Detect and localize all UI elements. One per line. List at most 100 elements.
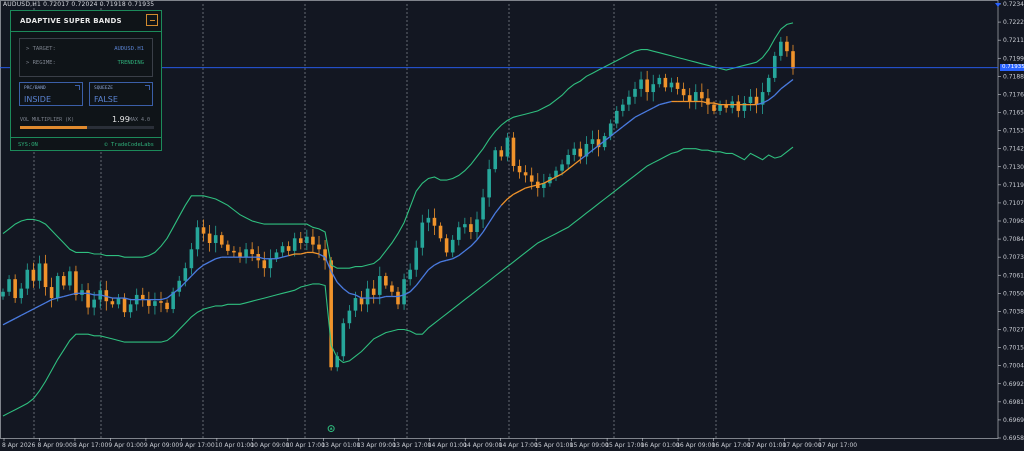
candle-body [669,82,674,88]
candle-body [444,238,449,253]
candle-body [560,164,564,171]
middle-band-segment [318,253,326,258]
adaptive-super-bands-panel: ADAPTIVE SUPER BANDS > TARGET: AUDUSD.H1… [10,10,162,151]
candle-body [171,291,175,310]
candle-body [584,143,589,157]
middle-band-segment [258,256,265,260]
candle-body [384,276,388,286]
middle-band-segment [427,264,435,271]
middle-band-segment [330,271,338,283]
minimize-button[interactable] [146,14,158,26]
regime-value: TRENDING [117,60,145,66]
candle-body [92,299,96,308]
candle-body [414,247,419,270]
brand-label: © TradeCodeLabs [104,142,154,148]
candle-body [365,288,370,305]
middle-band-segment [14,314,22,320]
candle-body [305,236,309,244]
candle-body [420,222,425,248]
candle-body [736,101,741,111]
candle-body [128,304,133,313]
candle-body [529,175,534,182]
y-tick-label: 0.69695 [1003,417,1024,424]
candle-body [61,276,66,286]
middle-band-segment [2,321,10,326]
candle-body [487,169,491,198]
middle-band-segment [282,254,289,258]
candle-body [675,82,680,89]
middle-band-segment [209,258,216,263]
candle-body [396,291,400,305]
candle-body [523,172,528,176]
middle-band-segment [178,281,186,290]
middle-band-segment [701,100,709,104]
candle-body [329,260,333,368]
vol-multiplier-label: VOL MULTIPLIER (K) [20,117,75,123]
y-tick-label: 0.69580 [1003,435,1024,442]
candle-body [645,79,649,93]
candle-body [335,356,340,368]
middle-band-segment [403,291,411,296]
candle-body [238,252,242,258]
candle-body [292,238,297,251]
middle-band-segment [324,256,332,272]
candle-body [262,260,267,269]
middle-band-segment [33,305,40,310]
candle-body [377,276,382,295]
x-tick-label: 16 Apr 17:00 [712,442,751,449]
middle-band-segment [421,269,429,279]
symbol-label: AUDUSD,H1 0.72017 0.72024 0.71918 0.7193… [3,1,155,8]
candle-body [438,225,443,239]
candle-body [791,51,795,69]
middle-band-segment [8,317,16,323]
middle-band-segment [172,288,180,294]
squeeze-box: SQUEEZE FALSE [89,82,153,106]
candle-body [706,98,710,105]
candle-body [140,294,145,300]
middle-band-segment [57,295,64,299]
sys-status: SYS:ON [18,142,38,148]
candle-body [754,96,759,105]
candle-body [517,165,522,173]
candle-body [280,246,285,253]
candle-body [785,41,789,52]
signal-marker-icon [327,425,335,433]
middle-band-segment [634,113,642,118]
middle-band-segment [494,204,502,214]
middle-band-segment [458,250,466,257]
middle-band-segment [336,281,344,290]
y-tick-label: 0.71075 [1003,200,1024,207]
candle-body [627,96,631,105]
panel-header[interactable]: ADAPTIVE SUPER BANDS [11,11,161,32]
y-tick-label: 0.69925 [1003,381,1024,388]
middle-band-segment [543,179,551,184]
middle-band-segment [106,295,113,299]
candle-body [481,197,485,220]
middle-band-segment [567,163,575,170]
x-tick-label: 9 Apr 17:00 [179,442,214,449]
x-tick-label: 13 Apr 09:00 [357,442,396,449]
candle-body [165,302,169,310]
middle-band-segment [464,245,472,252]
candle-body [347,310,352,324]
candle-body [116,298,121,305]
middle-band-segment [452,255,460,260]
x-tick-label: 17 Apr 17:00 [818,442,857,449]
middle-band-segment [51,297,58,301]
price-band-box: PRC/BAND INSIDE [19,82,83,106]
middle-band-segment [665,100,672,104]
candle-body [122,298,127,313]
vol-multiplier-value: 1.99 [112,115,130,124]
x-tick-label: 17 Apr 09:00 [783,442,822,449]
candle-body [542,183,546,188]
middle-band-segment [434,261,441,266]
middle-band-segment [160,297,168,301]
candle-body [274,252,279,259]
